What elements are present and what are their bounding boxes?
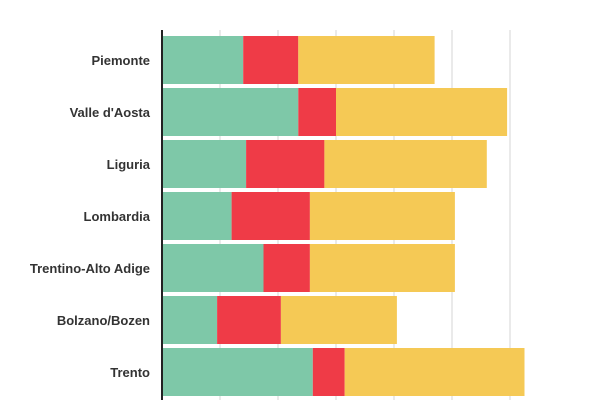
bar-segment: [280, 296, 397, 344]
bar-segment: [324, 140, 487, 188]
bar-segment: [162, 296, 218, 344]
bar-segment: [309, 244, 455, 292]
bar-segment: [162, 244, 264, 292]
bar-segment: [231, 192, 310, 240]
bar-segment: [344, 348, 525, 396]
bar-segment: [162, 36, 244, 84]
category-label: Liguria: [107, 157, 151, 172]
bar-segment: [162, 140, 247, 188]
bar-segment: [246, 140, 325, 188]
bar-segment: [298, 36, 435, 84]
bar-segment: [162, 348, 313, 396]
category-label: Valle d'Aosta: [70, 105, 151, 120]
category-label: Trento: [110, 365, 150, 380]
bar-segment: [309, 192, 455, 240]
bar-segment: [243, 36, 299, 84]
bar-segment: [312, 348, 345, 396]
category-label: Bolzano/Bozen: [57, 313, 150, 328]
bars: [162, 36, 525, 396]
bar-segment: [298, 88, 336, 136]
category-labels: Piemonte Valle d'Aosta Liguria Lombardia Tre…: [30, 53, 151, 380]
category-label: Lombardia: [84, 209, 151, 224]
bar-segment: [336, 88, 508, 136]
bar-segment: [162, 88, 299, 136]
bar-segment: [263, 244, 310, 292]
bar-segment: [162, 192, 232, 240]
bar-segment: [217, 296, 281, 344]
category-label: Piemonte: [91, 53, 150, 68]
category-label: Trentino-Alto Adige: [30, 261, 150, 276]
